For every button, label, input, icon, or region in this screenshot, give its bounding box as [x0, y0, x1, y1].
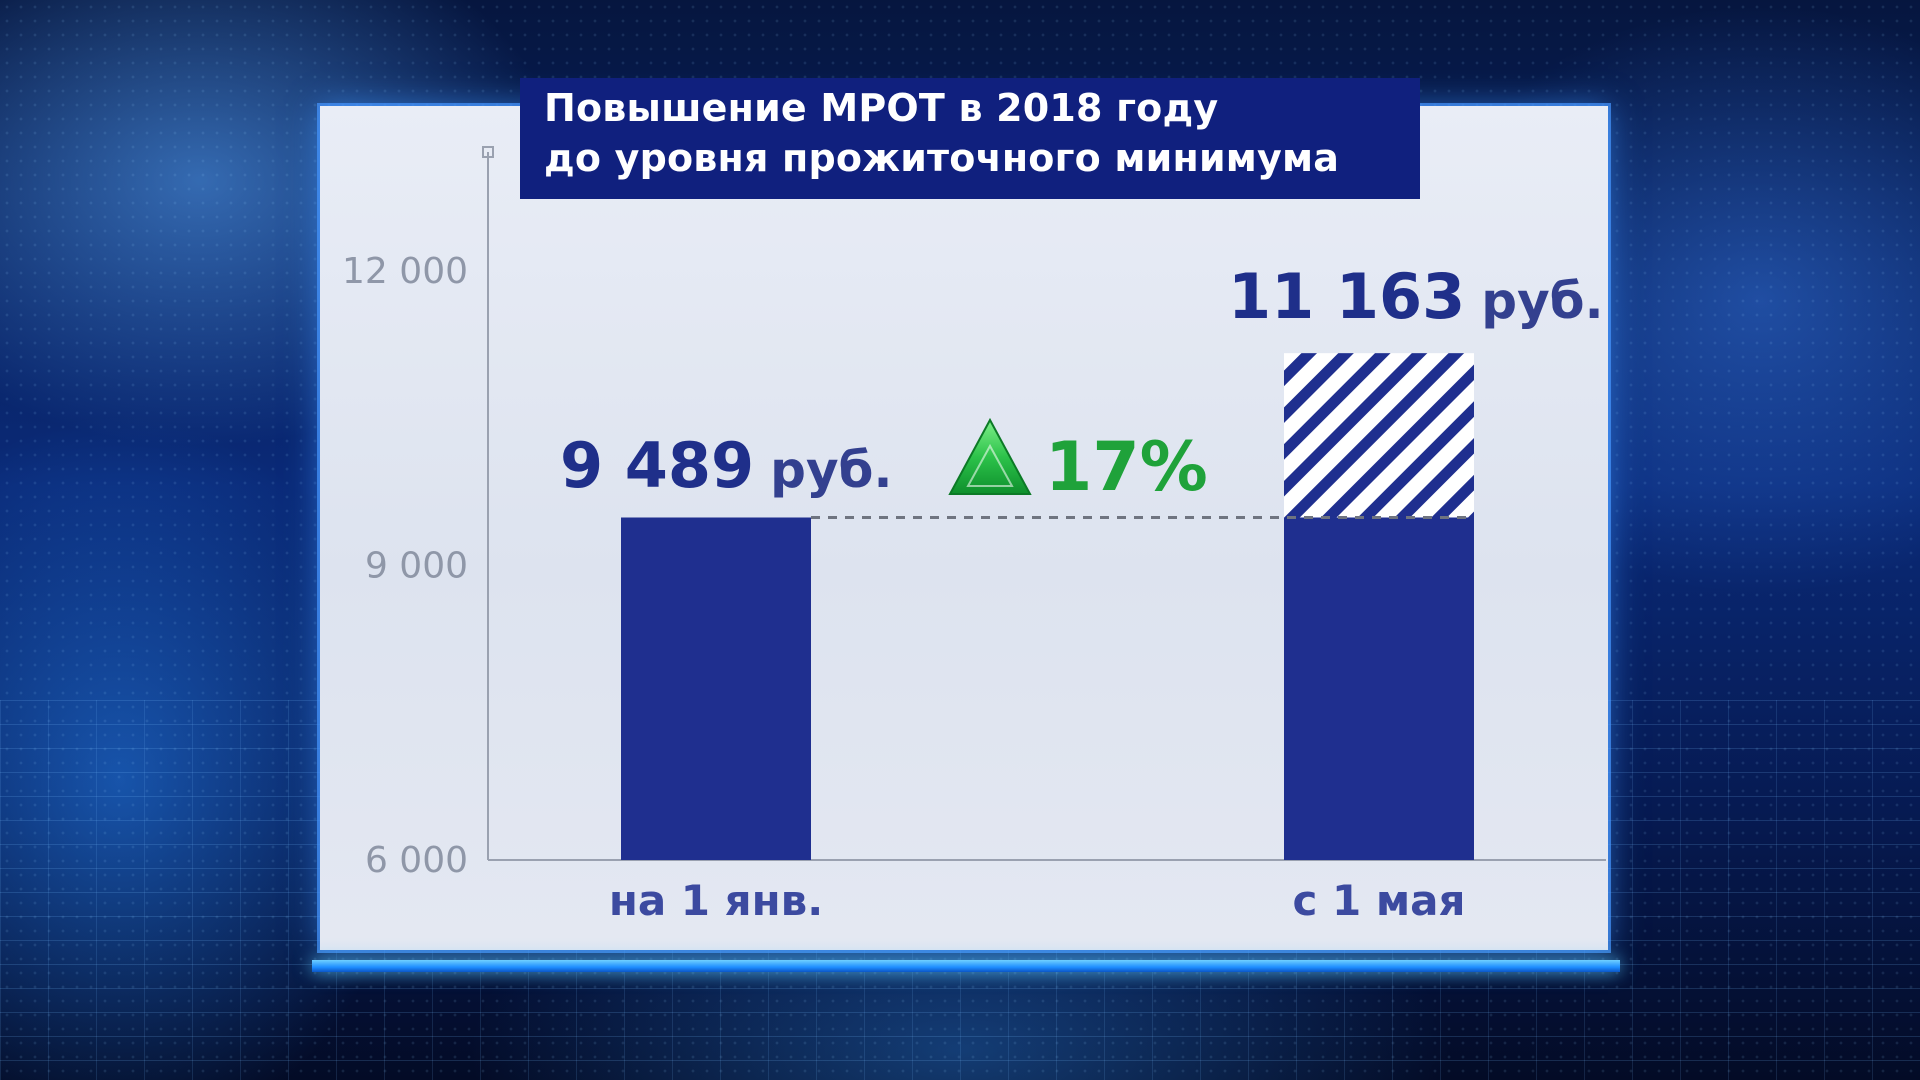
bars: [621, 353, 1474, 860]
bar-may-base: [1284, 517, 1474, 860]
chart-title-box: Повышение МРОТ в 2018 году до уровня про…: [520, 78, 1420, 199]
y-tick-label: 12 000: [342, 251, 468, 292]
value-label-may: 11 163 руб.: [1228, 260, 1604, 333]
value-label-jan: 9 489 руб.: [560, 429, 892, 502]
chart-title-line-1: Повышение МРОТ в 2018 году: [544, 86, 1219, 130]
y-axis-cap: [482, 146, 494, 158]
value-number: 11 163: [1228, 260, 1465, 333]
up-triangle-icon: [948, 417, 1032, 495]
value-number: 9 489: [560, 429, 754, 502]
value-unit: руб.: [1481, 272, 1603, 330]
category-label: на 1 янв.: [609, 876, 823, 925]
category-label: с 1 мая: [1292, 876, 1465, 925]
panel-base-glow: [312, 960, 1620, 972]
y-tick-label: 9 000: [365, 546, 468, 587]
increase-percent-label: 17%: [1045, 428, 1208, 507]
labels: на 1 янв. с 1 мая 9 489 руб. 11 163 руб. 17%: [560, 260, 1604, 925]
value-unit: руб.: [770, 441, 892, 499]
up-triangle-icon-inner: [966, 443, 1014, 487]
bar-jan: [621, 517, 811, 860]
bar-may-increase: [1284, 353, 1474, 518]
chart-title-line-2: до уровня прожиточного минимума: [544, 136, 1340, 180]
y-tick-label: 6 000: [365, 840, 468, 881]
